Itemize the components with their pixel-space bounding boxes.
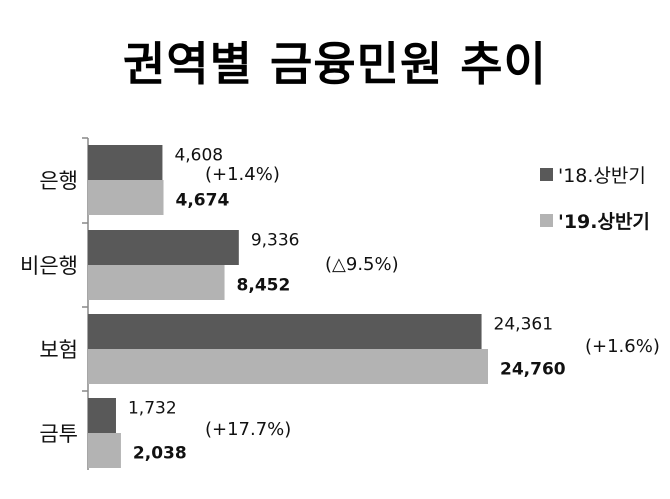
data-label-nonbank-2019: 8,452 xyxy=(237,276,291,296)
legend-item-2018: '18.상반기 xyxy=(540,160,650,188)
data-label-bank-2018: 4,608 xyxy=(174,146,223,166)
change-label-insurance: (+1.6%) xyxy=(585,336,660,357)
data-label-securities-2019: 2,038 xyxy=(133,444,187,464)
legend-swatch-2019 xyxy=(540,213,553,227)
change-label-nonbank: (△9.5%) xyxy=(325,254,399,275)
data-label-insurance-2019: 24,760 xyxy=(500,360,566,380)
change-label-securities: (+17.7%) xyxy=(205,419,291,440)
category-label-nonbank: 비은행 xyxy=(20,254,78,278)
chart-title: 권역별 금융민원 추이 xyxy=(123,37,547,91)
data-label-insurance-2018: 24,361 xyxy=(494,315,553,335)
legend-item-2019: '19.상반기 xyxy=(540,206,650,234)
data-label-bank-2019: 4,674 xyxy=(176,191,230,211)
legend-swatch-2018 xyxy=(540,167,553,181)
bar-nonbank-2019 xyxy=(88,265,225,300)
data-label-nonbank-2018: 9,336 xyxy=(251,231,300,251)
change-label-bank: (+1.4%) xyxy=(205,164,280,185)
bar-insurance-2019 xyxy=(88,349,488,384)
legend-label-2018: '18.상반기 xyxy=(558,164,646,187)
bar-securities-2019 xyxy=(88,433,121,468)
legend-label-2019: '19.상반기 xyxy=(558,210,650,233)
data-label-securities-2018: 1,732 xyxy=(128,399,177,419)
category-label-insurance: 보험 xyxy=(39,338,78,362)
bar-securities-2018 xyxy=(88,398,116,433)
category-label-bank: 은행 xyxy=(39,169,78,193)
category-label-securities: 금투 xyxy=(39,422,78,446)
bar-bank-2018 xyxy=(88,145,163,180)
bar-bank-2019 xyxy=(88,180,164,215)
legend: '18.상반기 '19.상반기 xyxy=(540,160,650,252)
bar-nonbank-2018 xyxy=(88,230,239,265)
bar-insurance-2018 xyxy=(88,314,482,349)
